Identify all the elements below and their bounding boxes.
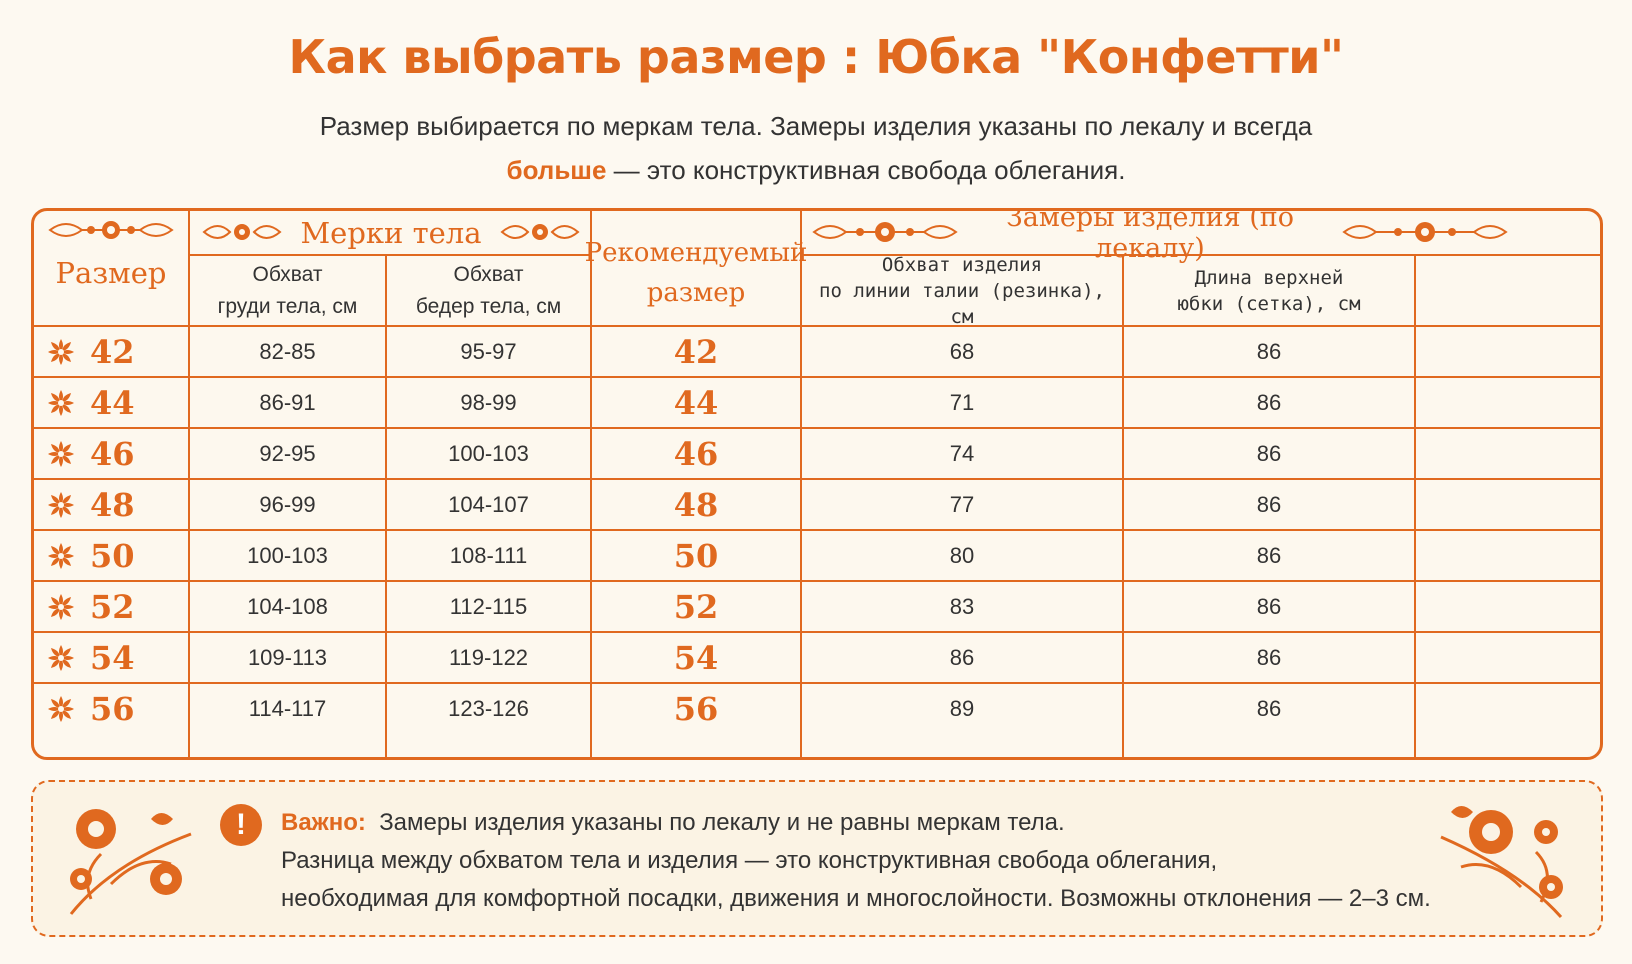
header-length: Длина верхней юбки (сетка), см <box>1124 257 1414 325</box>
row-length: 86 <box>1256 491 1282 517</box>
flower-icon <box>48 594 74 620</box>
subtitle-line-2: больше — это конструктивная свобода обле… <box>0 148 1632 192</box>
row-length: 86 <box>1256 440 1282 466</box>
header-hips: Обхват бедер тела, см <box>387 257 590 325</box>
row-waist: 80 <box>949 542 975 568</box>
header-body-measurements: Мерки тела <box>300 216 482 250</box>
row-chest: 104-108 <box>247 593 328 619</box>
row-recommended: 56 <box>673 689 719 728</box>
header-waist-line-1: Обхват изделия <box>881 254 1043 276</box>
header-hips-line-2: бедер тела, см <box>415 295 562 318</box>
flower-icon <box>48 390 74 416</box>
header-recommended-line-1: Рекомендуемый <box>584 238 808 268</box>
row-length: 86 <box>1256 644 1282 670</box>
header-length-line-2: юбки (сетка), см <box>1177 293 1361 315</box>
row-recommended: 48 <box>673 485 719 524</box>
row-size: 52 <box>90 587 135 626</box>
row-recommended: 52 <box>673 587 719 626</box>
row-hips: 104-107 <box>448 491 529 517</box>
page-subtitle: Размер выбирается по меркам тела. Замеры… <box>0 104 1632 192</box>
header-waist-line-2: по линии талии (резинка), см <box>819 280 1105 328</box>
flower-icon <box>48 492 74 518</box>
header-waist: Обхват изделия по линии талии (резинка),… <box>802 254 1122 328</box>
header-chest-line-1: Обхват <box>252 263 323 286</box>
header-chest: Обхват груди тела, см <box>190 257 385 325</box>
row-waist: 71 <box>949 389 975 415</box>
row-waist: 68 <box>949 338 975 364</box>
flower-icon <box>48 543 74 569</box>
row-recommended: 50 <box>673 536 719 575</box>
row-waist: 86 <box>949 644 975 670</box>
flower-icon <box>48 339 74 365</box>
row-waist: 83 <box>949 593 975 619</box>
row-recommended: 44 <box>673 383 719 422</box>
note-line-2: Разница между обхватом тела и изделия — … <box>281 847 1218 874</box>
row-length: 86 <box>1256 389 1282 415</box>
row-waist: 77 <box>949 491 975 517</box>
row-hips: 108-111 <box>449 542 528 568</box>
row-size: 42 <box>90 332 135 371</box>
row-length: 86 <box>1256 593 1282 619</box>
row-size: 50 <box>90 536 135 575</box>
flower-icon <box>48 696 74 722</box>
row-waist: 74 <box>949 440 975 466</box>
floral-ornament-icon <box>48 221 174 239</box>
row-size: 56 <box>90 689 135 728</box>
subtitle-line-1: Размер выбирается по меркам тела. Замеры… <box>319 111 1313 141</box>
row-recommended: 46 <box>673 434 719 473</box>
note-line-1: Важно: Замеры изделия указаны по лекалу … <box>281 804 1431 842</box>
row-chest: 100-103 <box>247 542 328 568</box>
header-chest-line-2: груди тела, см <box>217 295 358 318</box>
note-label: Важно: <box>281 809 366 836</box>
header-hips-line-1: Обхват <box>453 263 524 286</box>
row-hips: 112-115 <box>449 593 528 619</box>
row-chest: 114-117 <box>248 695 327 721</box>
floral-ornament-icon <box>202 224 282 240</box>
row-size: 46 <box>90 434 135 473</box>
row-length: 86 <box>1256 695 1282 721</box>
floral-corner-left-icon <box>69 809 192 915</box>
floral-ornament-icon <box>500 224 580 240</box>
row-size: 54 <box>90 638 135 677</box>
size-table: Размер Мерки тела Обхват груди тела, см … <box>31 208 1603 760</box>
row-chest: 109-113 <box>247 644 328 670</box>
row-hips: 98-99 <box>460 389 517 415</box>
row-size: 44 <box>90 383 135 422</box>
row-hips: 95-97 <box>460 338 517 364</box>
flower-icon <box>48 645 74 671</box>
subtitle-line-2-rest: — это конструктивная свобода облегания. <box>606 155 1126 185</box>
note-line-3: необходимая для комфортной посадки, движ… <box>281 885 1431 912</box>
row-recommended: 42 <box>673 332 719 371</box>
row-size: 48 <box>90 485 135 524</box>
header-recommended: Рекомендуемый размер <box>585 221 808 325</box>
row-length: 86 <box>1256 542 1282 568</box>
row-recommended: 54 <box>673 638 719 677</box>
header-size: Размер <box>55 256 167 290</box>
row-chest: 92-95 <box>259 440 316 466</box>
row-hips: 100-103 <box>448 440 529 466</box>
exclamation-icon: ! <box>220 804 262 846</box>
floral-corner-right-icon <box>1440 806 1563 918</box>
note-line-1-text: Замеры изделия указаны по лекалу и не ра… <box>379 809 1065 836</box>
header-recommended-line-2: размер <box>646 278 746 308</box>
page-title: Как выбрать размер : Юбка "Конфетти" <box>288 30 1344 84</box>
row-hips: 123-126 <box>448 695 529 721</box>
floral-ornament-icon <box>812 222 958 242</box>
row-hips: 119-122 <box>448 644 529 670</box>
row-waist: 89 <box>949 695 975 721</box>
important-note: ! Важно: Замеры изделия указаны по лекал… <box>31 780 1603 937</box>
row-chest: 96-99 <box>259 491 316 517</box>
row-chest: 86-91 <box>259 389 316 415</box>
header-length-line-1: Длина верхней <box>1194 267 1344 289</box>
subtitle-highlight: больше <box>506 155 607 185</box>
floral-ornament-icon <box>1342 222 1508 242</box>
row-chest: 82-85 <box>259 338 316 364</box>
flower-icon <box>48 441 74 467</box>
header-product-measurements: Замеры изделия (по лекалу) <box>1005 208 1295 264</box>
row-length: 86 <box>1256 338 1282 364</box>
